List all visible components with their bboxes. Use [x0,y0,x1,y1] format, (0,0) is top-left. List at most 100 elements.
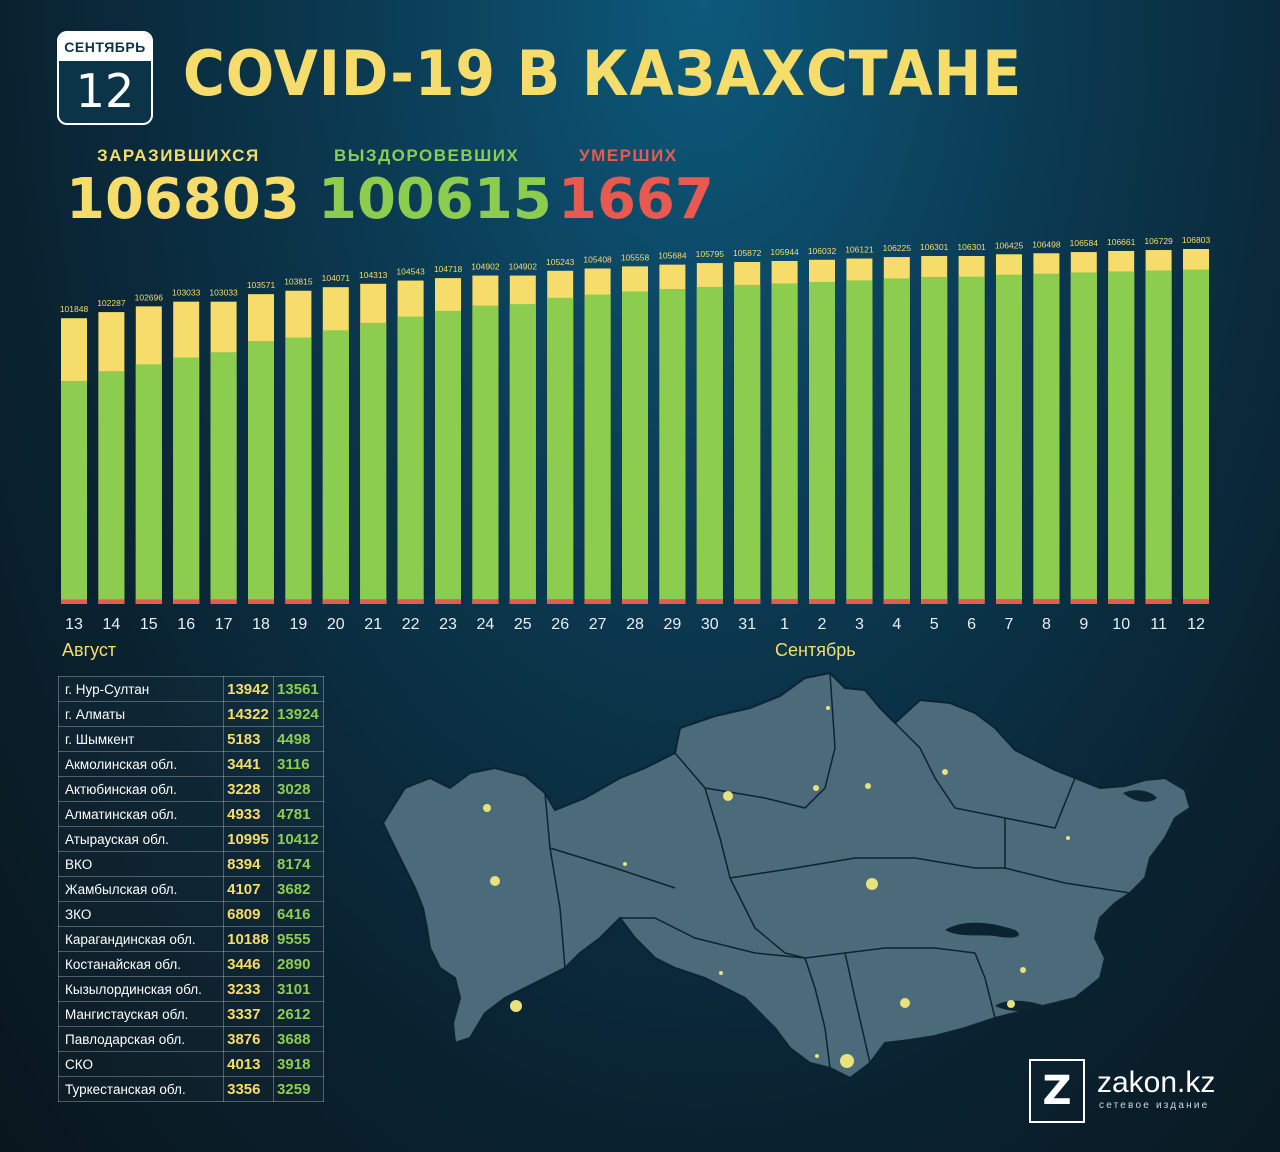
region-infected: 3233 [223,976,275,1002]
bar-value-label: 103033 [172,288,201,298]
x-tick-label: 18 [252,616,270,633]
bar-value-label: 106301 [920,242,949,252]
x-tick-label: 13 [65,616,83,633]
region-row: Туркестанская обл. 3356 3259 [57,1076,324,1102]
month-label-september: Сентябрь [775,640,856,660]
page-title: COVID-19 В КАЗАХСТАНЕ [183,37,1023,110]
deaths-value: 1667 [558,167,714,232]
x-tick-label: 11 [1150,616,1167,633]
bar-deaths [1033,599,1060,604]
x-tick-label: 21 [364,616,382,633]
bar-deaths [61,599,87,604]
region-row: Костанайская обл. 3446 2890 [57,951,324,977]
city-marker [840,1054,854,1068]
city-marker [1007,1000,1015,1008]
x-tick-label: 16 [177,616,195,633]
bar-value-label: 106729 [1144,236,1173,246]
region-name: г. Шымкент [57,726,225,752]
region-name: Атырауская обл. [57,826,225,852]
city-marker [490,876,500,886]
bar-recovered [360,322,387,604]
region-infected: 3337 [223,1001,275,1027]
x-tick-label: 29 [664,616,682,633]
region-infected: 6809 [223,901,275,927]
city-marker [510,1000,522,1012]
region-infected: 10188 [223,926,275,952]
bar-value-label: 106661 [1107,237,1136,247]
region-recovered: 8174 [273,851,324,877]
region-row: г. Нур-Султан 13942 13561 [57,676,324,702]
bar-recovered [397,316,424,604]
bar-recovered [771,283,798,604]
region-name: Актюбинская обл. [57,776,225,802]
bar-recovered [509,304,536,604]
city-marker [866,878,878,890]
x-tick-label: 24 [477,616,495,633]
bar-recovered [1108,271,1135,604]
bar-value-label: 106584 [1070,238,1099,248]
x-tick-label: 7 [1005,616,1014,633]
infected-label: ЗАРАЗИВШИХСЯ [97,146,260,165]
x-tick-label: 27 [589,616,607,633]
bar-value-label: 105795 [696,249,725,259]
bar-deaths [135,599,162,604]
x-tick-label: 20 [327,616,345,633]
region-name: Карагандинская обл. [57,926,225,952]
bar-deaths [659,599,686,604]
bar-recovered [1183,269,1209,604]
region-infected: 4933 [223,801,275,827]
region-infected: 4013 [223,1051,275,1077]
bar-value-label: 102287 [97,298,126,308]
bar-value-label: 105944 [770,247,799,257]
region-row: Павлодарская обл. 3876 3688 [57,1026,324,1052]
region-recovered: 6416 [273,901,324,927]
region-infected: 4107 [223,876,275,902]
region-infected: 3228 [223,776,275,802]
logo-name: zakon.kz [1097,1066,1216,1099]
region-row: Атырауская обл. 10995 10412 [57,826,324,852]
x-tick-label: 8 [1042,616,1051,633]
x-tick-label: 4 [892,616,901,633]
region-recovered: 3028 [273,776,324,802]
city-marker [900,998,910,1008]
bar-deaths [509,599,536,604]
region-recovered: 4498 [273,726,324,752]
bar-deaths [98,599,125,604]
region-recovered: 13561 [273,676,324,702]
bar-value-label: 104902 [471,262,500,272]
region-infected: 3356 [223,1076,275,1102]
deaths-label: УМЕРШИХ [579,146,678,165]
bar-recovered [809,281,835,604]
bar-value-label: 106301 [957,242,986,252]
bar-recovered [472,305,499,604]
bar-deaths [883,599,910,604]
zakon-logo: Z [1029,1059,1085,1123]
infected-value: 106803 [66,167,300,232]
x-tick-label: 25 [514,616,532,633]
recovered-value: 100615 [318,167,552,232]
x-tick-label: 26 [551,616,569,633]
city-marker [942,769,948,775]
region-row: г. Шымкент 5183 4498 [57,726,324,752]
x-tick-label: 12 [1187,616,1205,633]
bar-deaths [996,599,1022,604]
bar-value-label: 105408 [583,254,612,264]
bar-deaths [1183,599,1209,604]
bar-recovered [435,310,461,604]
x-tick-label: 19 [290,616,308,633]
region-row: Жамбылская обл. 4107 3682 [57,876,324,902]
bar-deaths [472,599,499,604]
bar-value-label: 106803 [1182,235,1211,245]
bar-recovered [846,280,873,604]
bar-value-label: 104313 [359,270,388,280]
bar-deaths [958,599,985,604]
x-tick-label: 1 [780,616,789,633]
x-tick-label: 3 [855,616,864,633]
x-tick-label: 10 [1112,616,1130,633]
x-tick-label: 23 [439,616,457,633]
region-infected: 3876 [223,1026,275,1052]
city-marker [483,804,491,812]
bar-recovered [958,276,985,604]
bar-value-label: 105684 [658,251,687,261]
x-tick-label: 31 [738,616,756,633]
